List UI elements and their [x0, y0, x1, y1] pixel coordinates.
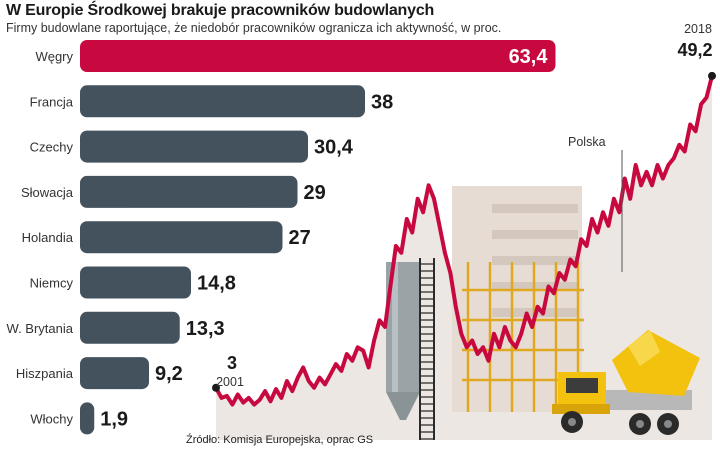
category-label: Hiszpania — [16, 366, 74, 381]
ladder-rungs — [420, 263, 434, 440]
value-label: 9,2 — [155, 363, 183, 385]
bar-francja — [80, 85, 365, 118]
source-note: Źródło: Komisja Europejska, oprac GS — [186, 434, 374, 446]
line-end-dot — [708, 71, 716, 80]
category-label: Słowacja — [21, 185, 74, 200]
line-start-year: 2001 — [216, 375, 244, 389]
silo-tower — [386, 258, 435, 440]
bar-włochy — [80, 402, 95, 435]
bar-chart: Węgry 63,4 Francja 38 Czechy 30,4 Słowacja 29 Ho… — [7, 40, 556, 435]
line-start-dot — [212, 383, 220, 392]
category-label: Holandia — [22, 230, 74, 245]
value-label: 29 — [304, 182, 326, 204]
bar-węgry — [80, 40, 556, 72]
value-label: 27 — [289, 227, 311, 249]
category-label: Węgry — [35, 49, 73, 64]
series-label-polska: Polska — [568, 135, 606, 149]
value-label: 13,3 — [186, 318, 225, 340]
line-end-year: 2018 — [684, 22, 712, 36]
bar-słowacja — [80, 175, 298, 208]
category-label: Niemcy — [30, 276, 74, 291]
chart-subtitle: Firmy budowlane raportujące, że niedobór… — [6, 21, 502, 35]
bar-czechy — [80, 130, 308, 163]
concrete-mixer-truck — [552, 330, 700, 435]
category-label: W. Brytania — [7, 321, 74, 336]
category-label: Francja — [30, 94, 74, 109]
category-label: Włochy — [30, 411, 73, 426]
bar-hiszpania — [80, 357, 149, 390]
category-label: Czechy — [30, 140, 74, 155]
bar-holandia — [80, 221, 283, 254]
bar-niemcy — [80, 266, 191, 299]
value-label: 38 — [371, 91, 393, 113]
value-label: 14,8 — [197, 273, 236, 295]
chart-title: W Europie Środkowej brakuje pracowników … — [6, 2, 435, 19]
polska-line — [214, 73, 714, 407]
bar-w-brytania — [80, 311, 180, 344]
value-label: 30,4 — [314, 137, 354, 159]
line-start-value: 3 — [227, 353, 237, 373]
value-label: 63,4 — [509, 46, 549, 68]
value-label: 1,9 — [100, 408, 128, 430]
line-end-value: 49,2 — [677, 40, 712, 60]
polska-area-fill — [216, 75, 712, 441]
